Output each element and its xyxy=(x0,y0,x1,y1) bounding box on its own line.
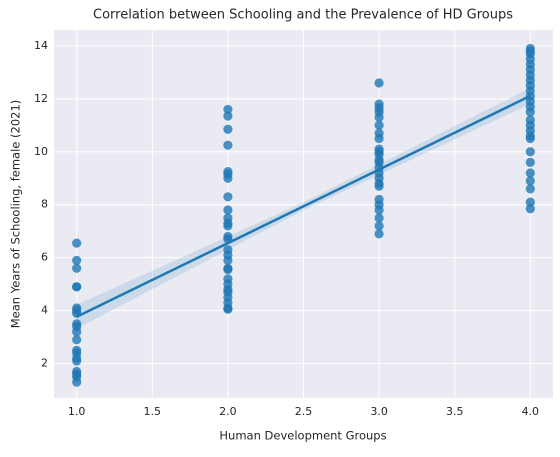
confidence-band xyxy=(76,87,531,329)
scatter-point xyxy=(525,157,535,167)
scatter-point xyxy=(525,204,535,214)
scatter-point xyxy=(525,133,535,144)
scatter-point xyxy=(374,229,384,239)
x-tick-label: 3.0 xyxy=(370,405,388,418)
scatter-point xyxy=(223,104,233,115)
scatter-point xyxy=(374,181,384,191)
x-tick-label: 3.5 xyxy=(446,405,464,418)
scatter-point xyxy=(525,107,535,117)
scatter-point xyxy=(525,176,535,186)
x-tick-label: 1.5 xyxy=(144,405,162,418)
scatter-point xyxy=(223,192,233,202)
scatter-point xyxy=(525,197,535,207)
x-tick-label: 2.5 xyxy=(295,405,313,418)
scatter-point xyxy=(374,221,384,231)
scatter-point xyxy=(525,184,535,194)
scatter-point xyxy=(72,263,82,273)
y-tick-label: 2 xyxy=(41,357,48,370)
chart-title: Correlation between Schooling and the Pr… xyxy=(93,8,513,23)
scatter-point xyxy=(374,213,384,223)
scatter-point xyxy=(223,205,233,215)
scatter-point xyxy=(72,356,82,366)
scatter-point xyxy=(223,255,233,265)
scatter-point xyxy=(525,168,535,178)
y-tick-label: 4 xyxy=(41,304,48,317)
x-tick-label: 2.0 xyxy=(219,405,237,418)
scatter-point xyxy=(72,255,82,265)
regression-line xyxy=(76,94,531,318)
scatter-point xyxy=(72,335,82,345)
scatter-point xyxy=(72,377,82,387)
scatter-point xyxy=(223,264,233,275)
scatter-point xyxy=(374,120,384,130)
y-tick-label: 10 xyxy=(34,145,48,158)
scatter-point xyxy=(223,304,233,314)
y-tick-label: 12 xyxy=(34,92,48,105)
y-axis-label: Mean Years of Schooling, female (2021) xyxy=(9,100,23,329)
y-tick-label: 14 xyxy=(34,39,48,52)
scatter-point xyxy=(72,238,82,248)
y-tick-label: 6 xyxy=(41,251,48,264)
x-tick-label: 1.0 xyxy=(68,405,86,418)
scatter-point xyxy=(223,111,233,121)
scatter-point xyxy=(374,112,384,122)
scatter-point xyxy=(72,327,82,337)
scatter-point xyxy=(374,205,384,215)
scatter-point xyxy=(374,78,384,88)
scatter-point xyxy=(223,124,233,134)
scatter-point xyxy=(223,140,233,150)
scatter-point xyxy=(223,221,233,231)
scatter-point xyxy=(374,133,384,144)
x-axis-label: Human Development Groups xyxy=(219,429,386,443)
y-tick-label: 8 xyxy=(41,198,48,211)
x-tick-label: 4.0 xyxy=(522,405,540,418)
scatter-point xyxy=(72,282,82,292)
scatter-point xyxy=(223,173,233,183)
scatter-point xyxy=(525,147,535,157)
